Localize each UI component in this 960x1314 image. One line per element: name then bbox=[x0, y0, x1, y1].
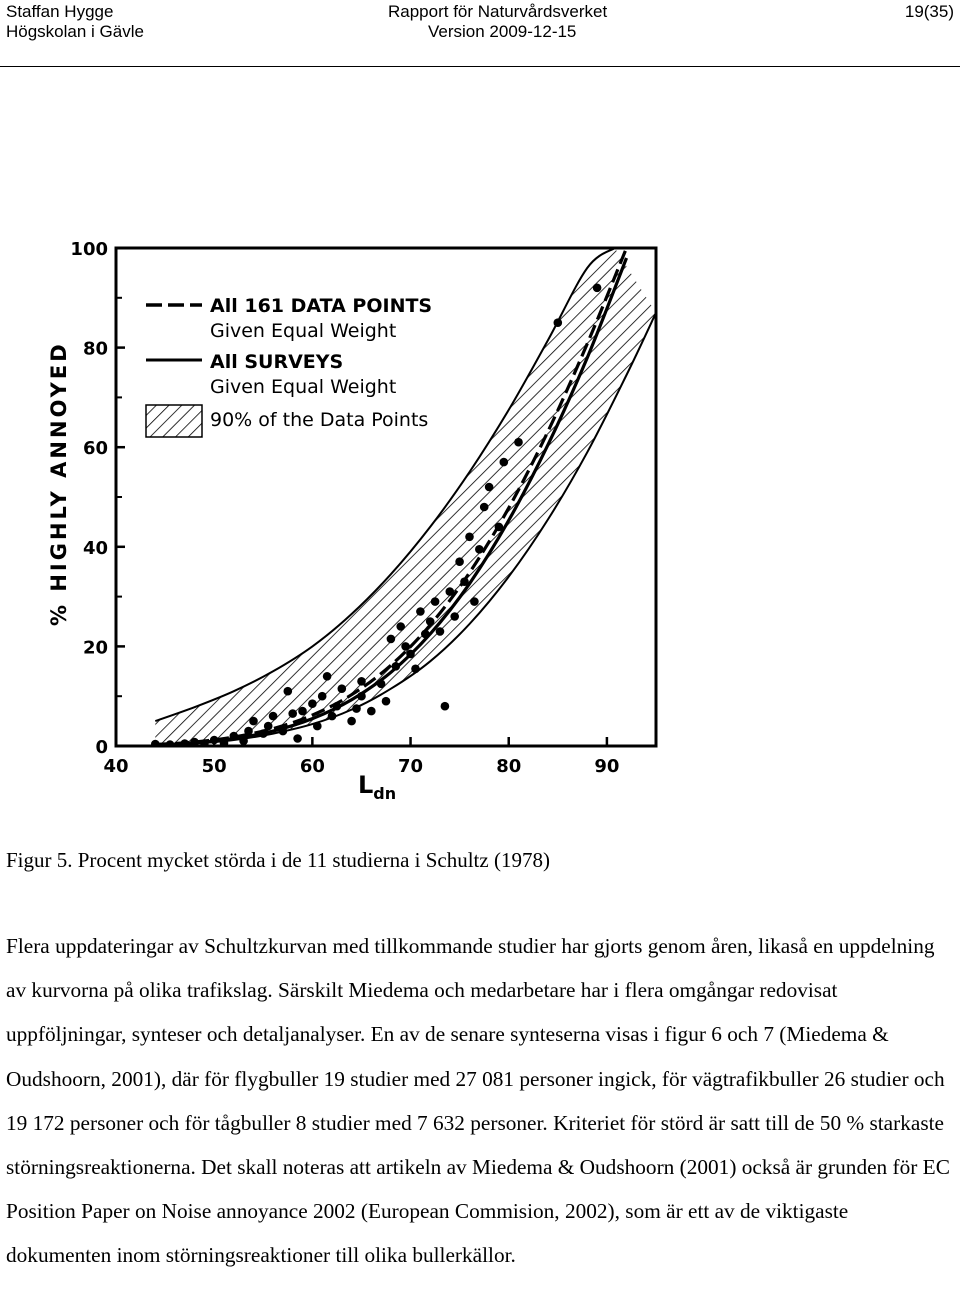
legend-hatch-swatch bbox=[145, 404, 203, 438]
data-point-28 bbox=[352, 704, 361, 713]
figure-caption: Figur 5. Procent mycket störda i de 11 s… bbox=[6, 848, 550, 872]
y-axis-label: % HIGHLY ANNOYED bbox=[47, 341, 71, 626]
data-point-36 bbox=[396, 622, 406, 631]
data-point-21 bbox=[313, 721, 322, 731]
x-axis-label-main: L bbox=[358, 771, 373, 799]
data-point-40 bbox=[416, 607, 425, 616]
data-point-56 bbox=[499, 457, 509, 467]
data-point-53 bbox=[479, 502, 489, 512]
data-point-34 bbox=[386, 634, 396, 644]
legend-item-1-line1: All 161 DATA POINTS bbox=[210, 295, 432, 317]
body-paragraph: Flera uppdateringar av Schultzkurvan med… bbox=[6, 934, 950, 1268]
header-page-number: 19(35) bbox=[904, 2, 954, 21]
x-axis-label-sub: dn bbox=[373, 784, 396, 803]
data-point-37 bbox=[401, 642, 410, 651]
data-point-46 bbox=[445, 587, 455, 596]
data-point-31 bbox=[367, 706, 376, 716]
data-point-43 bbox=[430, 597, 440, 606]
x-tick-label-40: 40 bbox=[103, 756, 128, 777]
data-point-20 bbox=[308, 699, 317, 708]
band-upper-edge bbox=[154, 248, 616, 723]
data-point-51 bbox=[470, 597, 479, 606]
x-axis: 40 50 60 70 80 90 bbox=[103, 737, 619, 777]
data-point-11 bbox=[249, 716, 258, 726]
legend: All 161 DATA POINTS Given Equal Weight A… bbox=[145, 295, 432, 438]
x-tick-label-80: 80 bbox=[496, 756, 521, 777]
legend-item-3-line1: 90% of the Data Points bbox=[210, 409, 428, 431]
legend-item-2-line1: All SURVEYS bbox=[210, 351, 343, 373]
y-axis: 0 20 40 60 80 100 bbox=[70, 239, 125, 758]
header-version: Version 2009-12-15 bbox=[428, 22, 577, 41]
y-tick-label-60: 60 bbox=[83, 438, 108, 459]
data-point-59 bbox=[592, 283, 602, 293]
x-axis-label: Ldn bbox=[358, 771, 396, 803]
data-point-18 bbox=[293, 734, 302, 743]
y-tick-label-100: 100 bbox=[70, 239, 108, 260]
data-point-14 bbox=[268, 711, 278, 721]
data-point-27 bbox=[347, 716, 356, 726]
header-rule bbox=[0, 66, 960, 67]
y-tick-label-20: 20 bbox=[83, 637, 108, 658]
data-point-30 bbox=[357, 677, 366, 686]
data-point-58 bbox=[553, 318, 563, 327]
data-point-47 bbox=[450, 612, 460, 621]
fit-lines bbox=[155, 248, 628, 746]
data-point-39 bbox=[411, 664, 420, 674]
body-text: Flera uppdateringar av Schultzkurvan med… bbox=[6, 924, 956, 1278]
legend-item-1-line2: Given Equal Weight bbox=[210, 320, 396, 342]
data-point-23 bbox=[322, 672, 332, 681]
data-point-57 bbox=[514, 437, 523, 447]
data-point-26 bbox=[337, 684, 347, 693]
y-tick-label-80: 80 bbox=[83, 339, 108, 360]
y-tick-label-0: 0 bbox=[95, 737, 108, 758]
data-point-16 bbox=[283, 686, 293, 696]
data-point-13 bbox=[263, 721, 273, 731]
y-tick-label-40: 40 bbox=[83, 538, 108, 559]
page-header: Staffan Hygge Högskolan i Gävle Rapport … bbox=[0, 0, 960, 68]
data-point-17 bbox=[288, 709, 298, 718]
data-point-19 bbox=[298, 706, 307, 716]
data-point-33 bbox=[381, 696, 391, 706]
data-point-45 bbox=[440, 701, 450, 711]
header-author: Staffan Hygge bbox=[6, 2, 114, 21]
x-tick-label-50: 50 bbox=[202, 756, 227, 777]
data-point-22 bbox=[317, 691, 327, 701]
x-tick-label-70: 70 bbox=[398, 756, 423, 777]
data-point-54 bbox=[484, 482, 494, 492]
figure-chart: 0 20 40 60 80 100 40 50 60 70 80 90 % HIGHLY ANNOY… bbox=[47, 239, 658, 803]
data-point-24 bbox=[327, 711, 337, 721]
data-point-50 bbox=[465, 532, 474, 542]
series-line-solid bbox=[155, 257, 628, 746]
x-tick-label-90: 90 bbox=[594, 756, 619, 777]
header-report: Rapport för Naturvårdsverket bbox=[388, 2, 608, 21]
x-tick-label-60: 60 bbox=[300, 756, 325, 777]
header-institution: Högskolan i Gävle bbox=[6, 22, 144, 41]
data-point-44 bbox=[435, 627, 445, 636]
data-point-48 bbox=[455, 557, 464, 566]
data-point-52 bbox=[475, 545, 484, 554]
legend-item-2-line2: Given Equal Weight bbox=[210, 376, 396, 398]
